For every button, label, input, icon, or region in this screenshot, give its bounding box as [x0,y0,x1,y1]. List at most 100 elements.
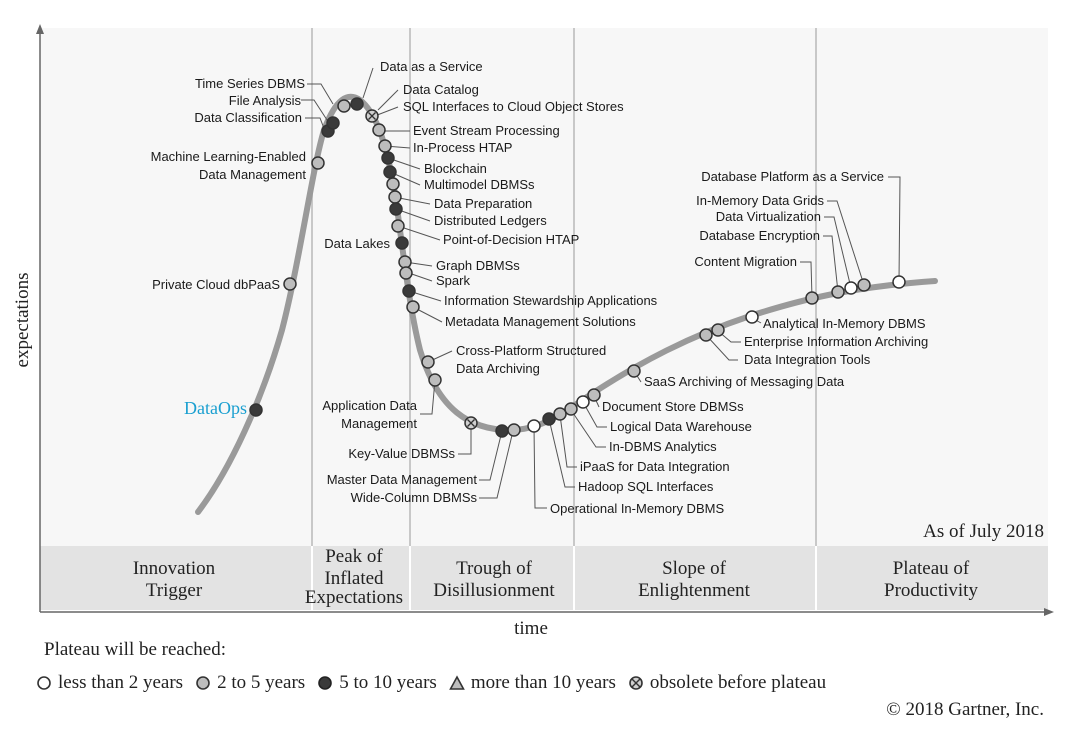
marker-dot [844,281,858,295]
tech-label-hadoop-sql: Hadoop SQL Interfaces [578,479,714,494]
marker-dot [372,123,386,137]
leader-line [582,401,607,428]
marker-wide-column-dbmss [507,423,521,437]
marker-operational-in-memory-dbms [527,419,541,433]
marker-dot [395,236,409,250]
tech-label-data-virtualization: Data Virtualization [716,209,821,224]
marker-dot [542,412,556,426]
leader-line [458,423,472,455]
marker-dataops [249,403,263,417]
tech-label-wide-column-dbmss: Wide-Column DBMSs [351,490,478,505]
tech-label-ipaas: iPaaS for Data Integration [580,459,730,474]
marker-metadata-management-solutions [406,300,420,314]
marker-event-stream-processing [378,139,392,153]
marker-dot [831,285,845,299]
marker-analytical-in-memory-dbms [745,310,759,324]
marker-dot [337,99,351,113]
leader-line [705,334,738,361]
marker-dot [507,423,521,437]
obsolete-cross [368,112,376,120]
legend-label: 2 to 5 years [217,672,306,693]
marker-data-lakes [395,236,409,250]
leader-line [533,425,547,509]
marker-distributed-ledgers [389,202,403,216]
leader-line [800,261,813,299]
phase-band [40,546,1048,610]
tech-label-spark: Spark [436,273,470,288]
tech-label-operational-in-memory: Operational In-Memory DBMS [550,501,724,516]
marker-multimodel-dbmss [386,177,400,191]
copyright: © 2018 Gartner, Inc. [886,699,1044,720]
tech-label-data-lakes: Data Lakes [324,236,390,251]
tech-label-analytical-in-memory: Analytical In-Memory DBMS [763,316,926,331]
marker-dot [564,402,578,416]
marker-point-of-decision-htap [391,219,405,233]
leader-line [559,414,577,468]
tech-label-data-preparation: Data Preparation [434,196,532,211]
technology-labels: DataOps Private Cloud dbPaaS Machine Lea… [151,59,929,516]
marker-dot [249,403,263,417]
tech-label-database-encryption: Database Encryption [699,228,820,243]
tech-label-multimodel-dbmss: Multimodel DBMSs [424,177,535,192]
marker-dot [398,255,412,269]
phase-labels: Innovation Trigger Peak of Inflated Expe… [133,546,979,608]
legend-title: Plateau will be reached: [44,639,227,660]
tech-label-cross-platform-line1: Cross-Platform Structured [456,343,606,358]
legend-item-obsolete: obsolete before plateau [628,672,826,694]
tech-label-in-dbms-analytics: In-DBMS Analytics [609,439,717,454]
tech-label-ml-data-management-line2: Data Management [199,167,306,182]
marker-dot [805,291,819,305]
marker-hadoop-sql-interfaces [542,412,556,426]
legend-item-lt2: less than 2 years [36,672,183,694]
tech-label-saas-archiving: SaaS Archiving of Messaging Data [644,374,845,389]
marker-document-store-dbmss [587,388,601,402]
legend-label: less than 2 years [58,672,184,693]
marker-dot [381,151,395,165]
marker-dot [386,177,400,191]
marker-data-integration-tools [699,328,713,342]
y-axis-arrow-icon [36,24,44,34]
marker-database-platform-as-a-service [892,275,906,289]
leader-line [362,67,374,99]
tech-label-time-series-dbms: Time Series DBMS [195,76,305,91]
tech-label-logical-data-warehouse: Logical Data Warehouse [610,419,752,434]
marker-dot [283,277,297,291]
marker-dot [389,202,403,216]
tech-label-ml-data-management-line1: Machine Learning-Enabled [151,149,306,164]
tech-label-cross-platform-line2: Data Archiving [456,361,540,376]
leader-line [827,200,865,286]
legend-label: obsolete before plateau [649,672,827,693]
tech-label-sql-interfaces-cloud: SQL Interfaces to Cloud Object Stores [403,99,624,114]
tech-label-in-memory-data-grids: In-Memory Data Grids [696,193,824,208]
black-circle-icon [318,676,332,690]
marker-information-stewardship-applications [402,284,416,298]
marker-dot [428,373,442,387]
marker-machine-learning-enabled-data-management [311,156,325,170]
marker-dot [402,284,416,298]
marker-data-virtualization [844,281,858,295]
marker-dot [421,355,435,369]
tech-label-distributed-ledgers: Distributed Ledgers [434,213,547,228]
marker-sql-interfaces-to-cloud-object-stores [372,123,386,137]
marker-dot [711,323,725,337]
phase-innovation-trigger-line2: Trigger [146,580,203,601]
phase-plateau-line2: Productivity [884,580,978,601]
crossed-circle-icon [629,676,643,690]
marker-file-analysis [326,116,340,130]
marker-dot [892,275,906,289]
tech-label-master-data-management: Master Data Management [327,472,478,487]
white-circle-icon [37,676,51,690]
marker-ipaas-for-data-integration [553,407,567,421]
tech-label-content-migration: Content Migration [694,254,797,269]
leader-line [301,99,330,124]
marker-dot [576,395,590,409]
phase-peak-line2: Inflated [324,568,384,589]
phase-plateau-line1: Plateau of [893,558,970,579]
marker-cross-platform-structured-data-archiving [421,355,435,369]
tech-label-metadata-management: Metadata Management Solutions [445,314,636,329]
phase-peak-line1: Peak of [325,546,383,567]
phase-peak-line3: Expectations [305,587,403,608]
marker-dot [527,419,541,433]
